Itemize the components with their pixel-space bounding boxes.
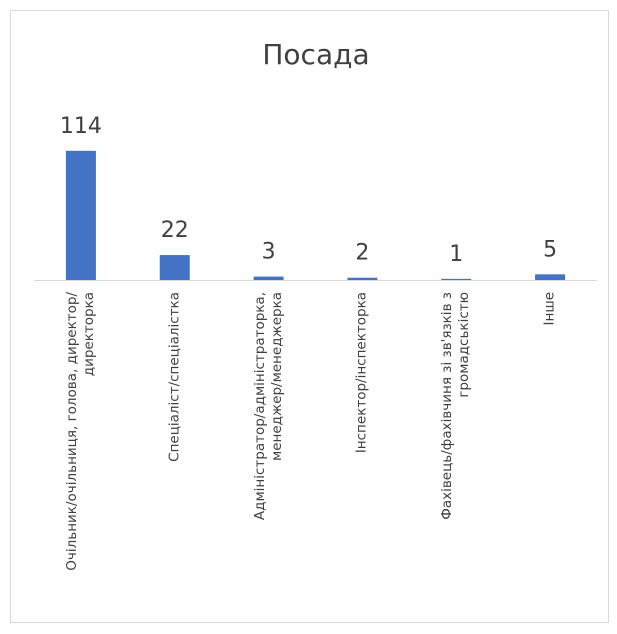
bar bbox=[65, 150, 96, 280]
x-tick-label: Адміністратор/адміністраторка, менеджер/… bbox=[251, 292, 285, 521]
data-label: 1 bbox=[449, 242, 463, 267]
x-tick-label: Очільник/очільниця, голова, директор/дир… bbox=[63, 292, 97, 571]
data-label: 5 bbox=[543, 237, 557, 262]
x-tick-label: Фахівець/фахівчиня зі зв'язків з громадс… bbox=[439, 292, 473, 520]
bar bbox=[347, 277, 378, 280]
bar bbox=[535, 274, 566, 280]
data-label: 114 bbox=[60, 114, 102, 139]
x-tick-label: Спеціаліст/спеціалістка bbox=[166, 292, 183, 462]
data-label: 22 bbox=[161, 218, 189, 243]
bar bbox=[253, 276, 284, 280]
x-tick-label: Інспектор/інспекторка bbox=[353, 292, 370, 454]
bar bbox=[159, 255, 190, 280]
data-label: 3 bbox=[262, 240, 276, 265]
bar bbox=[441, 278, 472, 280]
chart-title: Посада bbox=[262, 38, 369, 71]
data-label: 2 bbox=[355, 241, 369, 266]
chart-border bbox=[10, 10, 609, 623]
x-tick-label: Інше bbox=[541, 292, 558, 326]
